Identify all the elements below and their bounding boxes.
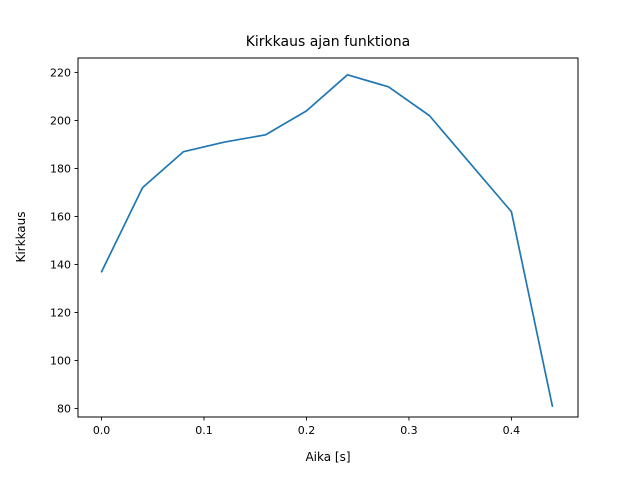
plot-area [77, 57, 579, 418]
y-axis-label: Kirkkaus [14, 211, 28, 262]
y-tick-label: 160 [50, 210, 71, 223]
y-tick-label: 80 [57, 403, 71, 416]
y-tick-label: 140 [50, 259, 71, 272]
y-tick-label: 220 [50, 66, 71, 79]
x-axis-label: Aika [s] [305, 450, 350, 464]
data-line-kirkkaus [100, 73, 554, 408]
y-tick-label: 100 [50, 355, 71, 368]
y-tick-label: 180 [50, 162, 71, 175]
x-tick-label: 0.2 [298, 424, 316, 437]
y-tick-label: 120 [50, 307, 71, 320]
axis-ticks: 0.0 0.1 0.2 0.3 0.4 80 100 120 140 160 180 200 220 [50, 66, 520, 437]
x-tick-label: 0.3 [400, 424, 418, 437]
x-tick-label: 0.1 [195, 424, 213, 437]
x-tick-label: 0.4 [503, 424, 521, 437]
chart-title: Kirkkaus ajan funktiona [246, 34, 411, 50]
y-tick-label: 200 [50, 114, 71, 127]
x-tick-label: 0.0 [93, 424, 111, 437]
